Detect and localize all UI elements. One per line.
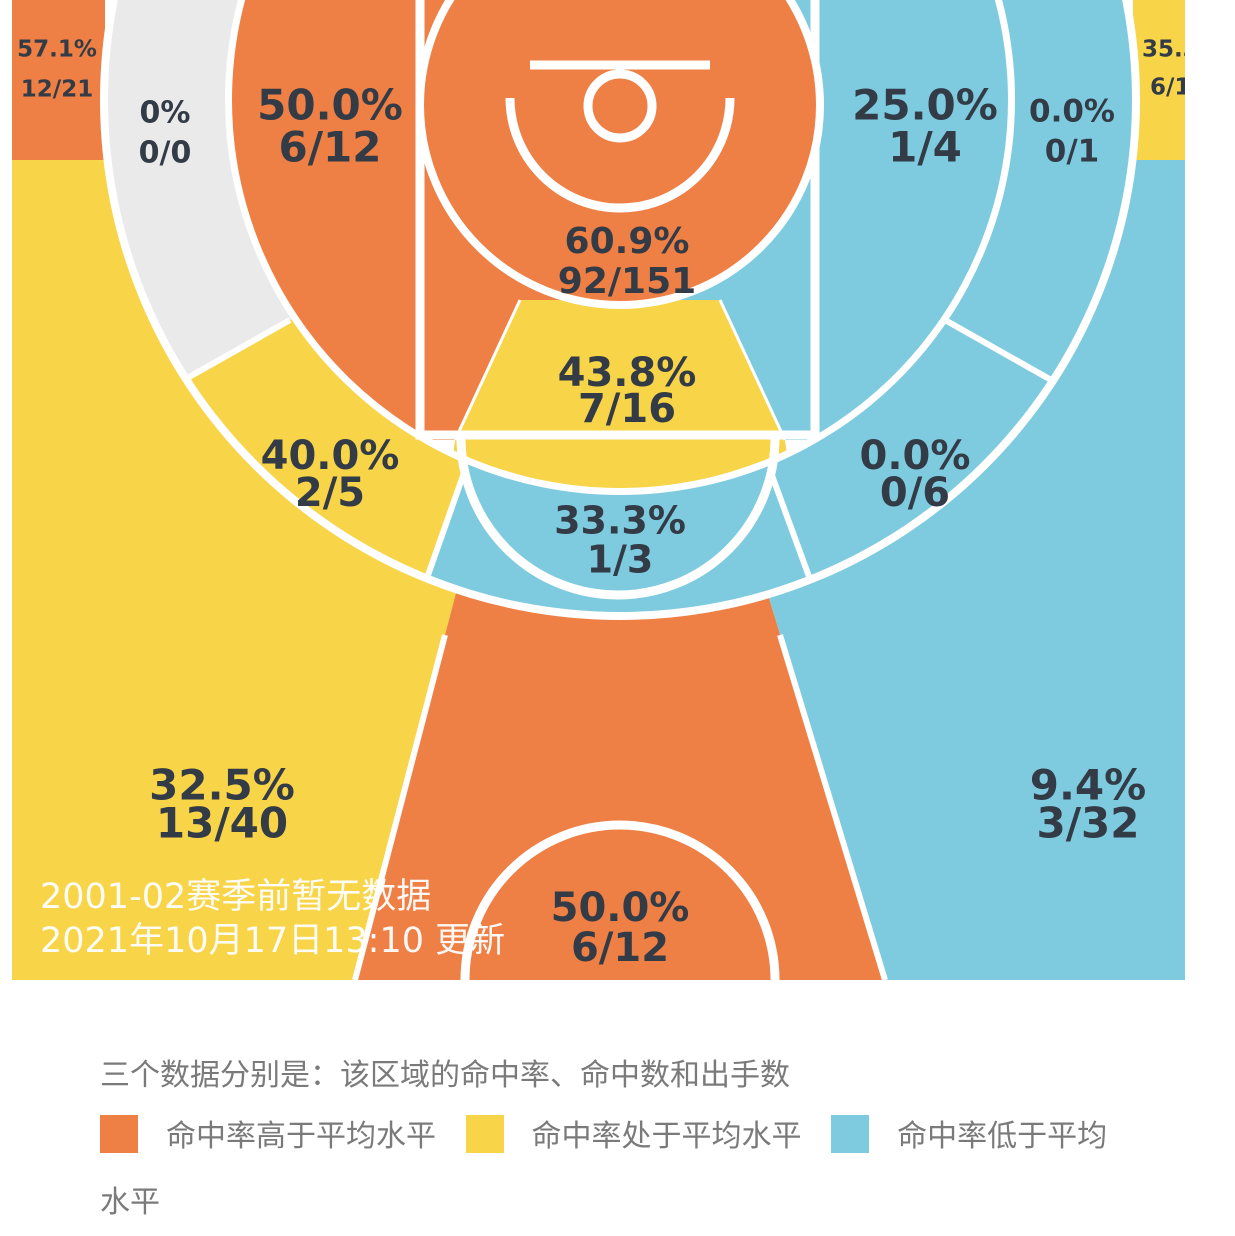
zone-pct: 43.8%: [558, 350, 697, 396]
divider: [352, 634, 448, 980]
divider: [777, 634, 888, 980]
divider: [173, 317, 292, 388]
restricted-arc: [505, 97, 735, 213]
zone-pct: 0.0%: [1029, 94, 1115, 130]
watermark: 2021年10月17日13:10 更新: [40, 921, 505, 961]
zone-ratio: 13/40: [156, 799, 288, 848]
zone-pct: 33.3%: [554, 499, 686, 543]
zone-pct: 0%: [140, 96, 191, 131]
divider: [718, 299, 787, 441]
watermark: 2001-02赛季前暂无数据: [40, 877, 431, 917]
zone-ratio: 6/1: [1150, 75, 1190, 101]
zone-pct: 50.0%: [257, 81, 403, 130]
zone-labels: 57.1% 12/21 0% 0/0 50.0% 6/12 60.9% 92/1…: [17, 37, 1199, 972]
zone-ratio: 0/1: [1045, 134, 1099, 170]
shot-chart: 57.1% 12/21 0% 0/0 50.0% 6/12 60.9% 92/1…: [12, 0, 1199, 980]
caption: 三个数据分别是：该区域的命中率、命中数和出手数: [100, 1058, 790, 1093]
zone: [12, 0, 105, 160]
zone-pct: 35.3: [1142, 37, 1199, 63]
zone-ratio: 0/0: [139, 136, 192, 171]
zone-ratio: 1/3: [587, 538, 654, 582]
legend: 命中率高于平均水平 命中率处于平均水平 命中率低于平均水平: [100, 1104, 1130, 1236]
divider: [453, 299, 522, 441]
zone-pct: 0.0%: [860, 433, 971, 479]
legend-swatch: [831, 1115, 870, 1153]
restricted-area: [416, 0, 824, 309]
zone-ratio: 1/4: [888, 123, 962, 172]
zone-pct: 60.9%: [565, 221, 690, 262]
zone-pct: 50.0%: [551, 885, 690, 931]
legend-swatch: [100, 1115, 138, 1153]
legend-label: 命中率低于平均水平: [100, 1119, 1108, 1220]
zone-ratio: 92/151: [558, 261, 696, 302]
zone: [440, 300, 800, 488]
legend-label: 命中率高于平均水平: [166, 1119, 436, 1154]
zone-ratio: 7/16: [578, 386, 676, 432]
zone-pct: 32.5%: [149, 761, 295, 810]
zone-ratio: 12/21: [21, 77, 93, 103]
zone-pct: 57.1%: [17, 37, 97, 63]
zone-ratio: 2/5: [295, 470, 365, 516]
zone: [1133, 0, 1185, 160]
paint: [415, 0, 820, 440]
zone-pct: 9.4%: [1030, 761, 1146, 810]
legend-swatch: [465, 1115, 504, 1153]
divider: [943, 317, 1062, 388]
court-line: [460, 820, 780, 980]
free-throw-circle: [456, 437, 780, 600]
zone-pct: 25.0%: [852, 81, 998, 130]
zone-pct: 40.0%: [261, 433, 400, 479]
legend-label: 命中率处于平均水平: [531, 1119, 802, 1154]
zone-ratio: 6/12: [571, 925, 669, 971]
court: 57.1% 12/21 0% 0/0 50.0% 6/12 60.9% 92/1…: [12, 0, 1199, 980]
zone-ratio: 6/12: [278, 123, 381, 172]
zone-ratio: 0/6: [880, 470, 950, 516]
rim: [583, 69, 657, 143]
zone-ratio: 3/32: [1036, 799, 1139, 848]
